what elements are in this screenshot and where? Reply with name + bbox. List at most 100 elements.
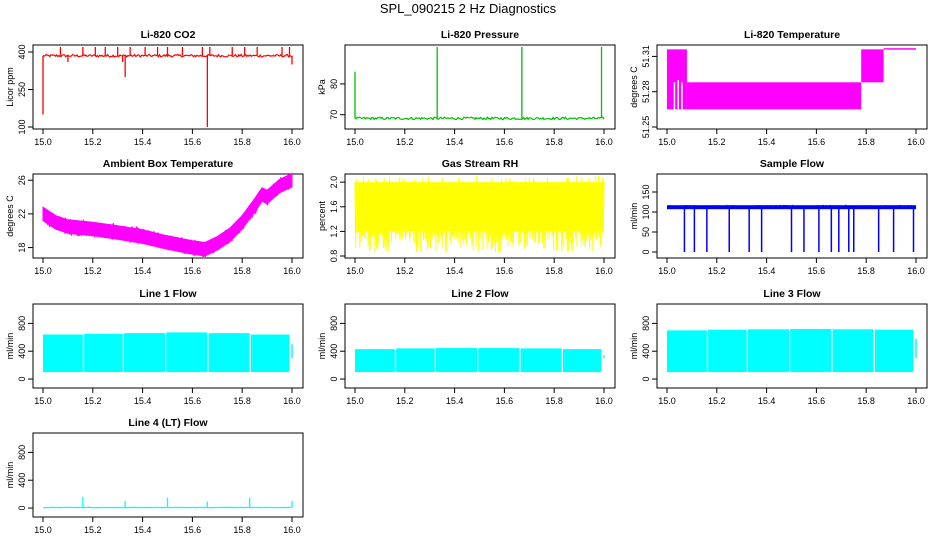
plot-panel: Li-820 Temperature 15.0 15.2 15.4 15.6 15.8 16…: [629, 29, 928, 147]
data-series: [354, 175, 605, 253]
panel-title: Li-820 CO2: [141, 29, 196, 41]
flow-block: [832, 329, 874, 373]
data-band: [861, 49, 884, 83]
y-tick-label: 400: [17, 473, 27, 488]
y-tick-label: 0: [329, 377, 339, 382]
x-tick-label: 15.6: [808, 266, 826, 276]
figure-title: SPL_090215 2 Hz Diagnostics: [379, 1, 557, 16]
y-tick-label: 400: [329, 344, 339, 359]
x-tick-label: 15.6: [184, 525, 202, 535]
y-tick-label: 2.0: [329, 176, 339, 189]
y-axis-label: degrees C: [5, 195, 15, 237]
data-band: [883, 48, 916, 50]
x-tick-label: 16.0: [283, 137, 301, 147]
y-axis-label: ml/min: [629, 203, 639, 230]
x-tick-label: 15.4: [134, 525, 152, 535]
x-tick-label: 15.8: [545, 396, 563, 406]
x-axis: 15.0 15.2 15.4 15.6 15.8 16.0: [34, 388, 301, 406]
x-tick-label: 15.8: [233, 137, 251, 147]
x-tick-label: 16.0: [283, 266, 301, 276]
y-tick-label: 400: [17, 44, 27, 59]
x-tick-label: 15.4: [758, 396, 776, 406]
x-tick-label: 15.4: [134, 266, 152, 276]
x-tick-label: 15.4: [134, 137, 152, 147]
x-tick-label: 15.0: [34, 525, 52, 535]
y-axis-label: Licor ppm: [5, 67, 15, 107]
y-tick-label: 0: [641, 377, 651, 382]
x-axis: 15.0 15.2 15.4 15.6 15.8 16.0: [658, 258, 925, 276]
x-axis: 15.0 15.2 15.4 15.6 15.8 16.0: [34, 129, 301, 147]
rh-trace: [354, 175, 605, 253]
flow-block: [43, 334, 83, 373]
y-tick-label: 80: [329, 79, 339, 89]
x-tick-label: 15.6: [808, 137, 826, 147]
y-tick-label: 100: [17, 119, 27, 134]
panel-title: Gas Stream RH: [442, 158, 518, 170]
flow-block: [667, 330, 707, 373]
x-tick-label: 15.8: [857, 396, 875, 406]
x-tick-label: 15.4: [134, 396, 152, 406]
y-axis: 100 250 400: [17, 44, 33, 135]
y-axis: 70 80: [329, 79, 345, 120]
x-axis: 15.0 15.2 15.4 15.6 15.8 16.0: [658, 388, 925, 406]
panel-title: Ambient Box Temperature: [103, 158, 234, 170]
x-tick-label: 15.6: [808, 396, 826, 406]
panel-title: Line 2 Flow: [451, 288, 509, 300]
y-tick-label: 800: [17, 316, 27, 331]
plot-box: [344, 44, 616, 130]
x-tick-label: 15.4: [446, 266, 464, 276]
y-tick-label: 22: [17, 209, 27, 219]
y-axis-label: ml/min: [629, 333, 639, 360]
flow-block: [520, 348, 562, 373]
x-axis: 15.0 15.2 15.4 15.6 15.8 16.0: [346, 388, 613, 406]
panel-title: Sample Flow: [760, 158, 825, 170]
x-tick-label: 15.6: [184, 266, 202, 276]
x-tick-label: 15.2: [84, 266, 102, 276]
y-tick-label: 400: [17, 344, 27, 359]
x-tick-label: 16.0: [595, 137, 613, 147]
flow-block: [478, 348, 520, 373]
data-series: [355, 348, 605, 373]
x-tick-label: 15.0: [658, 396, 676, 406]
plot-box: [656, 44, 928, 130]
y-axis-label: ml/min: [5, 462, 15, 489]
data-series: [667, 328, 917, 373]
x-tick-label: 15.4: [758, 266, 776, 276]
x-tick-label: 15.4: [758, 137, 776, 147]
plot-panel: Li-820 CO2 15.0 15.2 15.4 15.6 15.8 16.0 100 250…: [5, 29, 304, 147]
plot-box: [656, 303, 928, 389]
plot-panel: Line 3 Flow 15.0 15.2 15.4 15.6 15.8 16.0 0 400 8…: [629, 288, 928, 406]
y-tick-label: 800: [641, 316, 651, 331]
y-tick-label: 800: [329, 316, 339, 331]
y-tick-label: 0.8: [329, 250, 339, 263]
x-tick-label: 15.2: [708, 137, 726, 147]
flow-block: [123, 333, 166, 373]
x-tick-label: 15.6: [184, 396, 202, 406]
y-axis: 51.25 51.28 51.31: [641, 45, 657, 138]
y-axis: 0 400 800: [641, 316, 657, 382]
x-axis: 15.0 15.2 15.4 15.6 15.8 16.0: [346, 258, 613, 276]
data-series: [42, 47, 293, 127]
x-tick-label: 15.8: [545, 137, 563, 147]
plot-box: [32, 173, 304, 259]
y-axis: 0 50 100 150: [641, 184, 657, 255]
x-tick-label: 15.0: [658, 137, 676, 147]
flow-block: [874, 329, 914, 373]
flow-block: [396, 348, 435, 373]
x-tick-label: 16.0: [595, 266, 613, 276]
x-tick-label: 15.6: [184, 137, 202, 147]
x-tick-label: 15.8: [545, 266, 563, 276]
plot-panel: Line 4 (LT) Flow 15.0 15.2 15.4 15.6 15.8 16.0…: [5, 417, 304, 535]
x-tick-label: 15.6: [496, 266, 514, 276]
x-tick-label: 16.0: [907, 266, 925, 276]
y-tick-label: 150: [641, 184, 651, 199]
x-tick-label: 16.0: [907, 396, 925, 406]
x-tick-label: 15.8: [857, 266, 875, 276]
panel-title: Li-820 Temperature: [744, 29, 840, 41]
plot-box: [344, 303, 616, 389]
x-tick-label: 15.2: [708, 266, 726, 276]
x-tick-label: 16.0: [595, 396, 613, 406]
x-tick-label: 16.0: [907, 137, 925, 147]
y-tick-label: 250: [17, 82, 27, 97]
